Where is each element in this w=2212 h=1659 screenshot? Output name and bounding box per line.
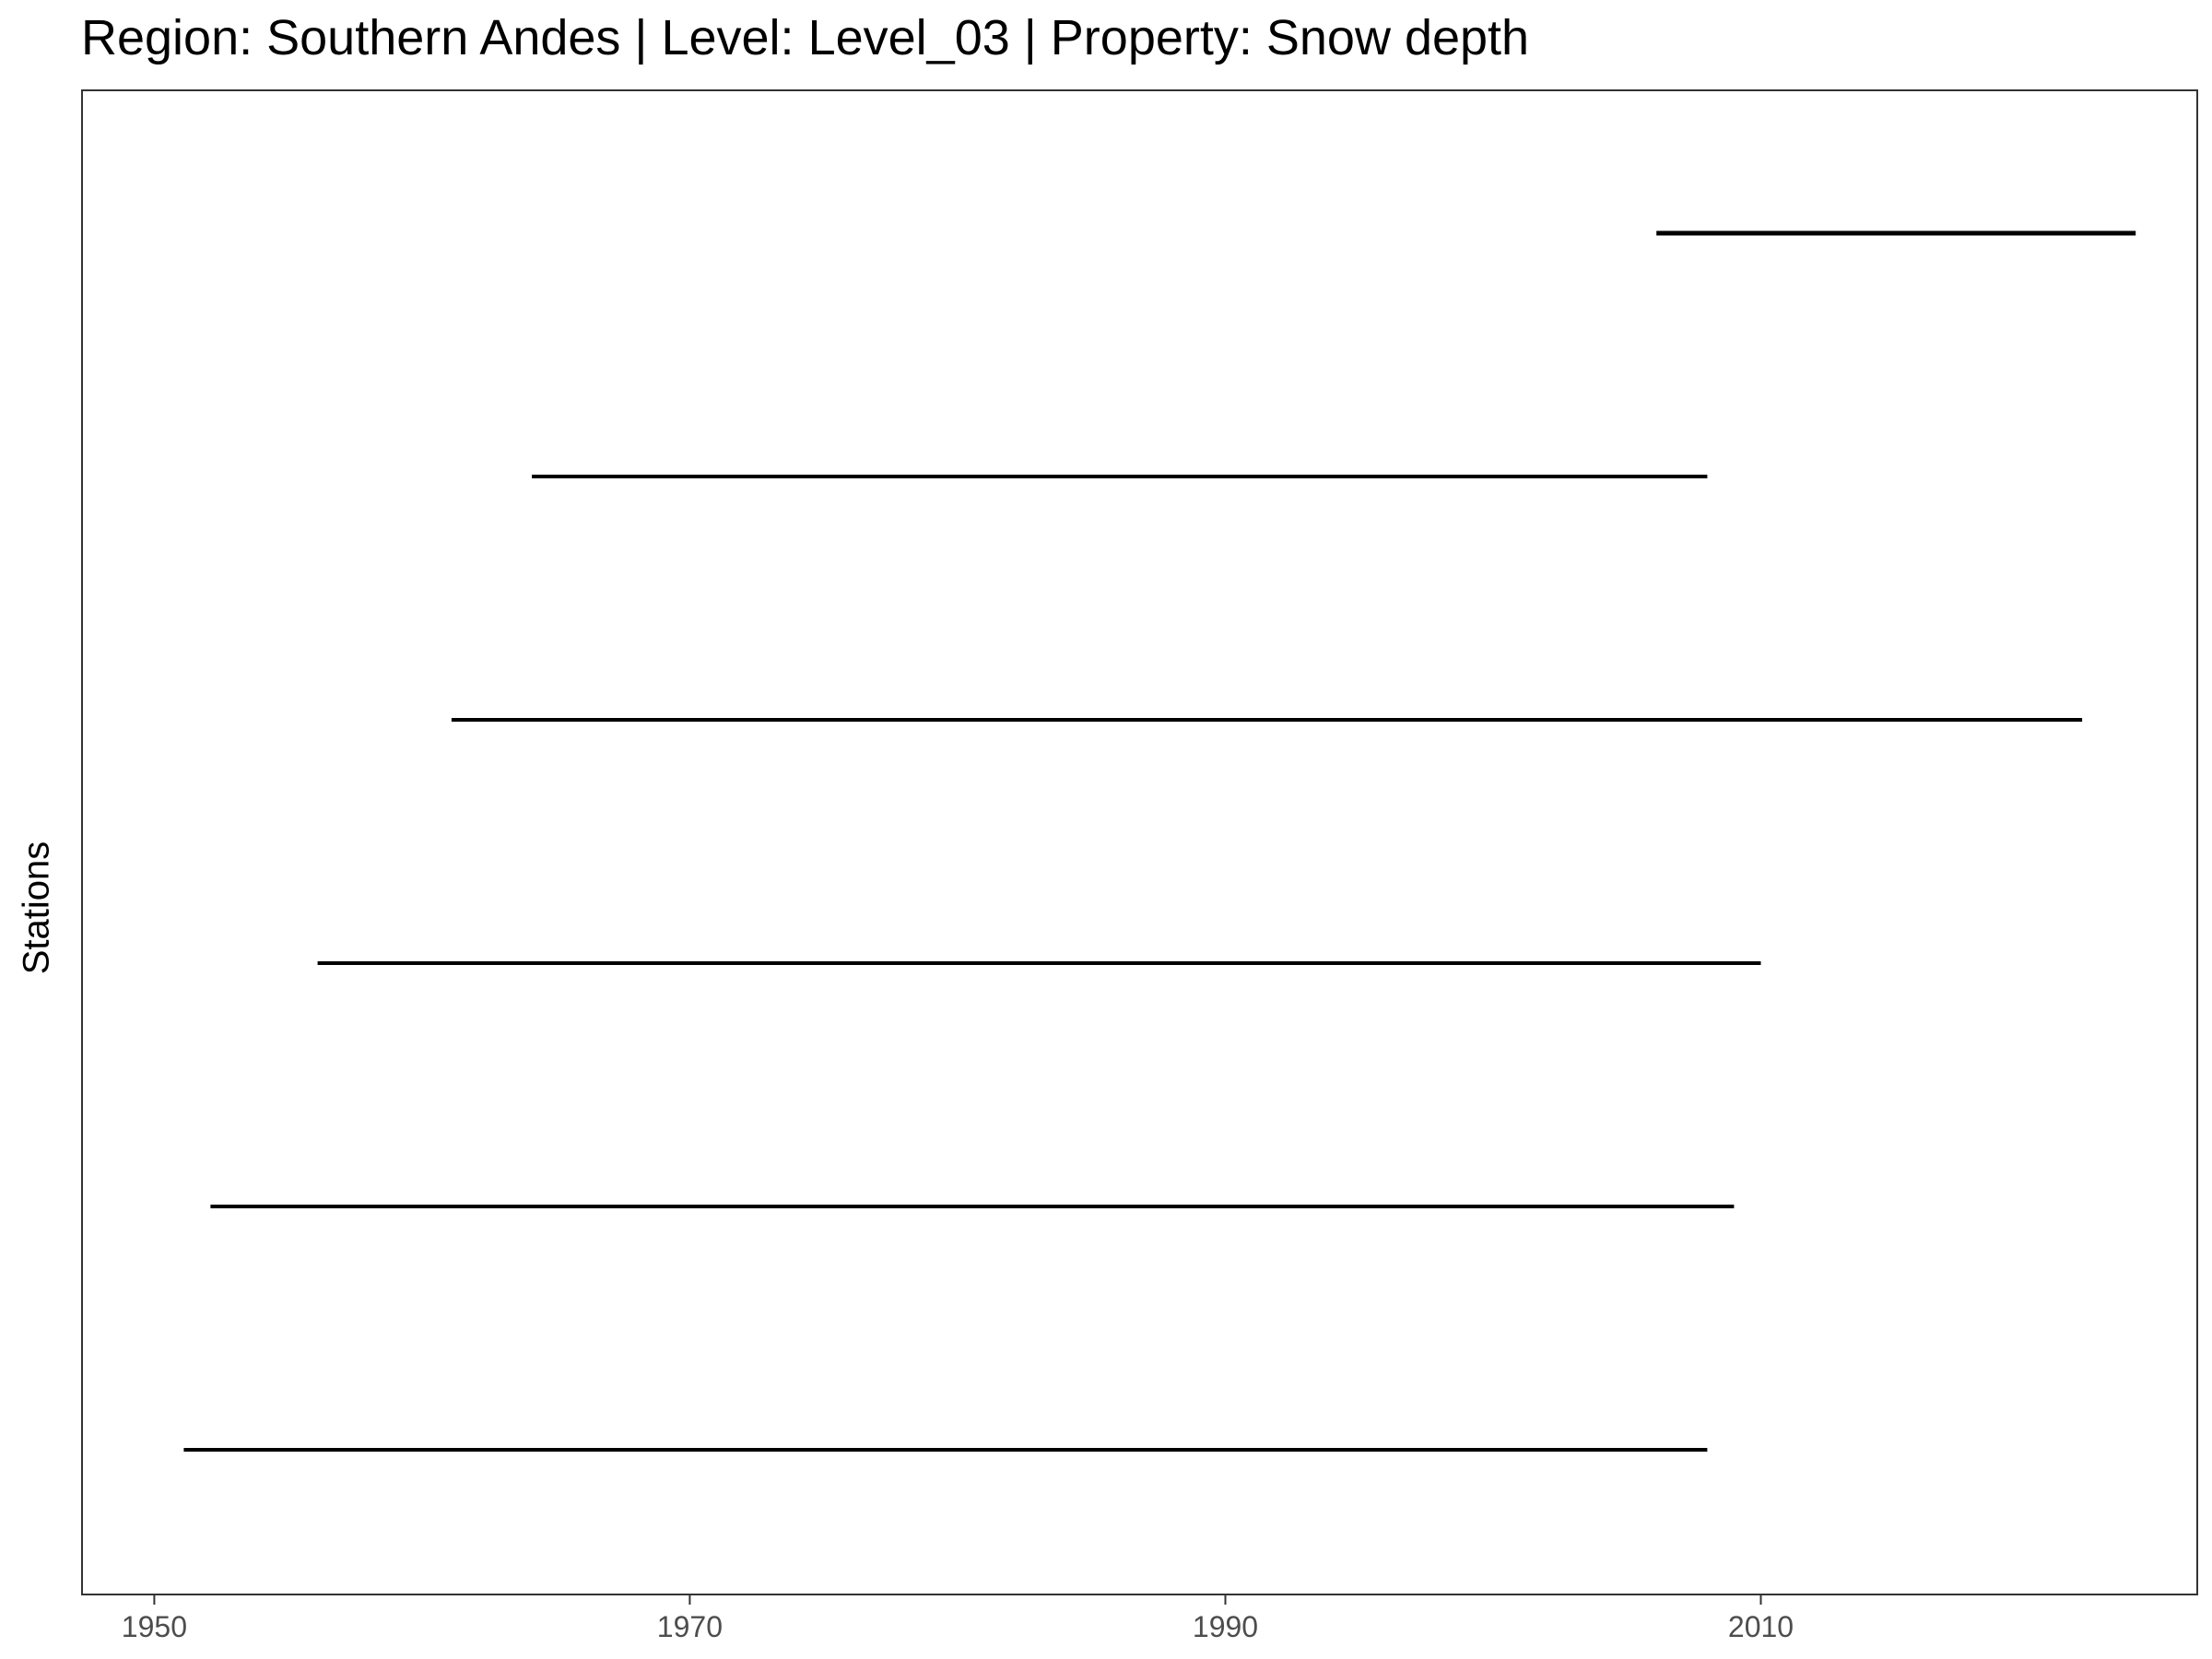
x-tick-label-1990: 1990 (1193, 1610, 1258, 1643)
plot-panel-border (81, 89, 2198, 1595)
x-axis-ticks: 1950 1970 1990 2010 (122, 1594, 1794, 1643)
x-tick-label-1950: 1950 (122, 1610, 187, 1643)
x-tick-label-2010: 2010 (1728, 1610, 1794, 1643)
station-segments (183, 230, 2136, 1452)
x-tick-label-1970: 1970 (657, 1610, 723, 1643)
chart-title: Region: Southern Andes | Level: Level_03… (81, 10, 1530, 65)
